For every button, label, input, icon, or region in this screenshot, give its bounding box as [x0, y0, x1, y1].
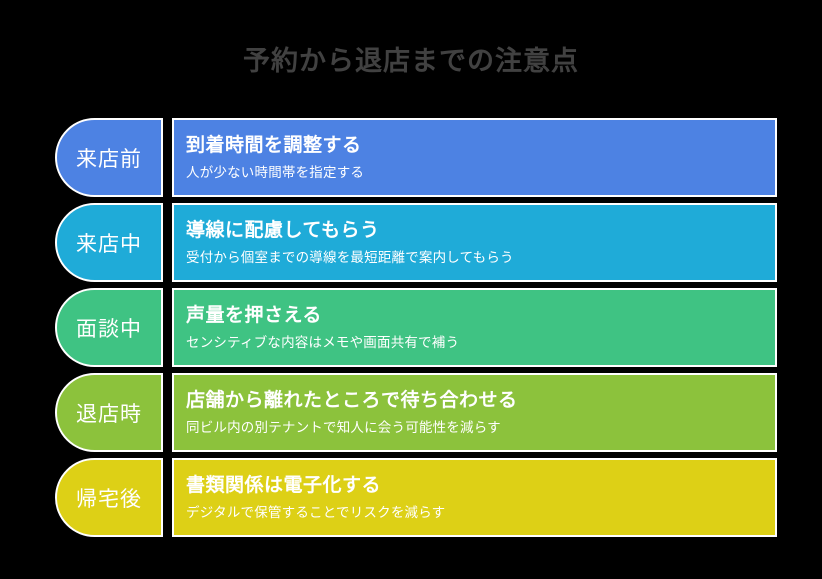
stage-content-bar[interactable]: 店舗から離れたところで待ち合わせる 同ビル内の別テナントで知人に会う可能性を減ら… — [172, 373, 777, 452]
row-spacer — [163, 373, 172, 452]
stage-heading: 到着時間を調整する — [186, 134, 362, 156]
stage-heading: 店舗から離れたところで待ち合わせる — [186, 389, 518, 411]
stage-list: 来店前 到着時間を調整する 人が少ない時間帯を指定する 来店中 導線に配慮しても… — [55, 118, 777, 537]
stage-content-bar[interactable]: 声量を押さえる センシティブな内容はメモや画面共有で補う — [172, 288, 777, 367]
stage-content-bar[interactable]: 到着時間を調整する 人が少ない時間帯を指定する — [172, 118, 777, 197]
stage-row: 来店前 到着時間を調整する 人が少ない時間帯を指定する — [55, 118, 777, 197]
stage-heading: 導線に配慮してもらう — [186, 219, 380, 241]
stage-label-pill[interactable]: 来店前 — [55, 118, 163, 197]
stage-label-pill[interactable]: 帰宅後 — [55, 458, 163, 537]
page-title: 予約から退店までの注意点 — [243, 46, 579, 76]
row-spacer — [163, 203, 172, 282]
stage-subtext: デジタルで保管することでリスクを減らす — [186, 504, 446, 520]
stage-label-pill[interactable]: 面談中 — [55, 288, 163, 367]
row-spacer — [163, 118, 172, 197]
row-spacer — [163, 458, 172, 537]
stage-subtext: センシティブな内容はメモや画面共有で補う — [186, 334, 460, 350]
stage-row: 帰宅後 書類関係は電子化する デジタルで保管することでリスクを減らす — [55, 458, 777, 537]
stage-row: 退店時 店舗から離れたところで待ち合わせる 同ビル内の別テナントで知人に会う可能… — [55, 373, 777, 452]
stage-heading: 声量を押さえる — [186, 304, 322, 326]
stage-subtext: 同ビル内の別テナントで知人に会う可能性を減らす — [186, 419, 501, 435]
stage-row: 面談中 声量を押さえる センシティブな内容はメモや画面共有で補う — [55, 288, 777, 367]
stage-row: 来店中 導線に配慮してもらう 受付から個室までの導線を最短距離で案内してもらう — [55, 203, 777, 282]
stage-label-pill[interactable]: 来店中 — [55, 203, 163, 282]
stage-content-bar[interactable]: 書類関係は電子化する デジタルで保管することでリスクを減らす — [172, 458, 777, 537]
stage-subtext: 受付から個室までの導線を最短距離で案内してもらう — [186, 249, 514, 265]
stage-label-pill[interactable]: 退店時 — [55, 373, 163, 452]
stage-subtext: 人が少ない時間帯を指定する — [186, 164, 365, 180]
stage-heading: 書類関係は電子化する — [186, 474, 382, 496]
stage-content-bar[interactable]: 導線に配慮してもらう 受付から個室までの導線を最短距離で案内してもらう — [172, 203, 777, 282]
row-spacer — [163, 288, 172, 367]
